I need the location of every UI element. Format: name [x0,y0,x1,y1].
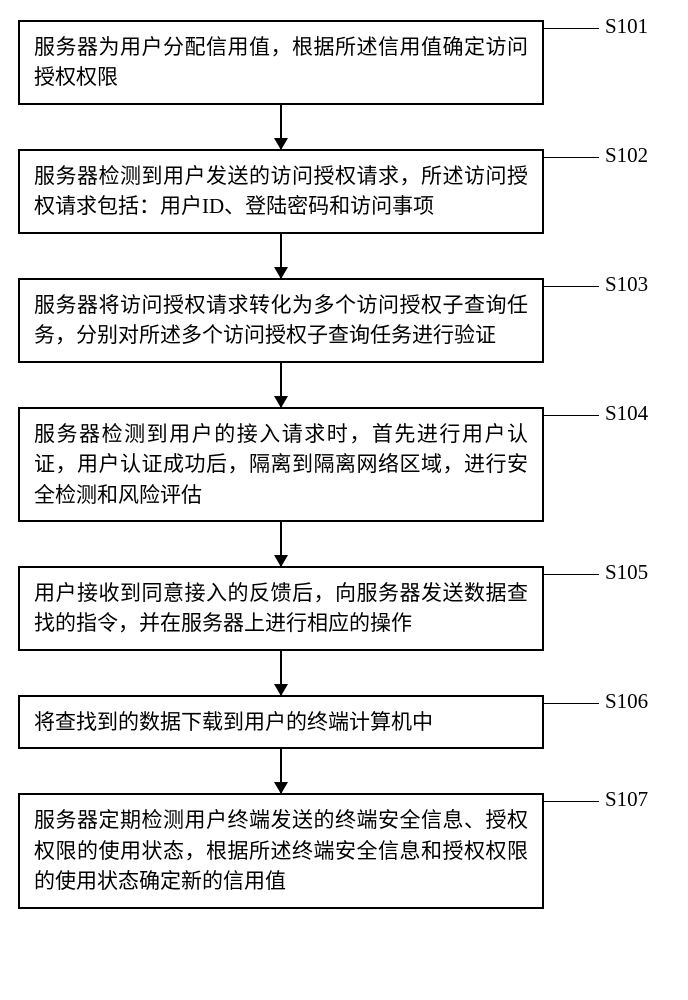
step-box-5: 用户接收到同意接入的反馈后，向服务器发送数据查找的指令，并在服务器上进行相应的操… [18,566,544,651]
step-row-4: 服务器检测到用户的接入请求时，首先进行用户认证，用户认证成功后，隔离到隔离网络区… [0,407,688,522]
leader-line-5 [544,574,599,575]
arrow-5 [18,651,544,695]
leader-line-6 [544,703,599,704]
step-row-6: 将查找到的数据下载到用户的终端计算机中S106 [0,695,688,749]
step-box-4: 服务器检测到用户的接入请求时，首先进行用户认证，用户认证成功后，隔离到隔离网络区… [18,407,544,522]
step-row-7: 服务器定期检测用户终端发送的终端安全信息、授权权限的使用状态，根据所述终端安全信… [0,793,688,908]
leader-line-3 [544,286,599,287]
step-box-2: 服务器检测到用户发送的访问授权请求，所述访问授权请求包括：用户ID、登陆密码和访… [18,149,544,234]
step-label-7: S107 [605,787,648,812]
step-box-6: 将查找到的数据下载到用户的终端计算机中 [18,695,544,749]
arrow-3 [18,363,544,407]
step-box-1: 服务器为用户分配信用值，根据所述信用值确定访问授权权限 [18,20,544,105]
step-row-5: 用户接收到同意接入的反馈后，向服务器发送数据查找的指令，并在服务器上进行相应的操… [0,566,688,651]
step-box-3: 服务器将访问授权请求转化为多个访问授权子查询任务，分别对所述多个访问授权子查询任… [18,278,544,363]
arrow-6 [18,749,544,793]
leader-line-1 [544,28,599,29]
step-label-6: S106 [605,689,648,714]
leader-line-2 [544,157,599,158]
step-label-3: S103 [605,272,648,297]
arrow-2 [18,234,544,278]
step-label-2: S102 [605,143,648,168]
step-label-4: S104 [605,401,648,426]
step-row-1: 服务器为用户分配信用值，根据所述信用值确定访问授权权限S101 [0,20,688,105]
step-box-7: 服务器定期检测用户终端发送的终端安全信息、授权权限的使用状态，根据所述终端安全信… [18,793,544,908]
arrow-1 [18,105,544,149]
step-label-5: S105 [605,560,648,585]
step-row-3: 服务器将访问授权请求转化为多个访问授权子查询任务，分别对所述多个访问授权子查询任… [0,278,688,363]
step-label-1: S101 [605,14,648,39]
step-row-2: 服务器检测到用户发送的访问授权请求，所述访问授权请求包括：用户ID、登陆密码和访… [0,149,688,234]
leader-line-4 [544,415,599,416]
arrow-4 [18,522,544,566]
leader-line-7 [544,801,599,802]
